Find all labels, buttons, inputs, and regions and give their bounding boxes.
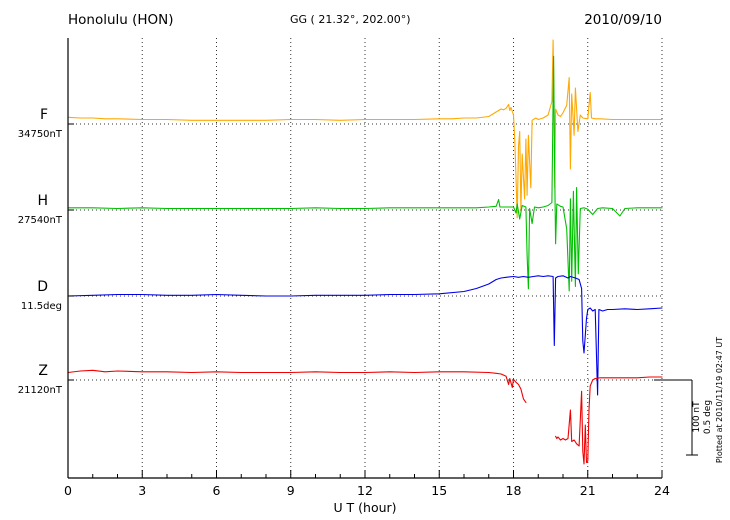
channel-labels: F 34750nT H 27540nT D 11.5deg Z 21120nT <box>18 107 63 396</box>
x-tick-label-9: 9 <box>287 483 295 498</box>
scale-label-deg: 0.5 deg <box>703 400 713 434</box>
x-axis-label: U T (hour) <box>333 500 396 515</box>
plot-date: 2010/09/10 <box>584 12 662 28</box>
channel-label-Z: Z <box>38 363 48 379</box>
trace-H <box>67 55 663 292</box>
grid-lines <box>68 38 663 478</box>
channel-label-H: H <box>37 193 48 209</box>
trace-lines <box>67 39 663 465</box>
channel-label-D: D <box>37 279 48 295</box>
x-tick-label-24: 24 <box>654 483 670 498</box>
trace-D <box>67 275 663 396</box>
channel-base-Z: 21120nT <box>18 385 63 396</box>
trace-Z <box>67 369 663 465</box>
x-tick-label-21: 21 <box>580 483 596 498</box>
axes: 0 3 6 9 12 15 18 21 24 <box>64 38 698 498</box>
x-tick-label-18: 18 <box>506 483 522 498</box>
plotted-at-note: Plotted at 2010/11/19 02:47 UT <box>715 337 724 463</box>
scale-label-nt: 100 nT <box>692 401 702 433</box>
x-tick-label-0: 0 <box>64 483 72 498</box>
channel-base-D: 11.5deg <box>21 301 62 312</box>
x-tick-label-15: 15 <box>431 483 447 498</box>
station-title: Honolulu (HON) <box>68 12 174 28</box>
x-tick-label-3: 3 <box>138 483 146 498</box>
geographic-coords: GG ( 21.32°, 202.00°) <box>290 13 411 26</box>
trace-F <box>67 39 663 219</box>
channel-base-H: 27540nT <box>18 215 63 226</box>
x-tick-label-12: 12 <box>357 483 373 498</box>
x-tick-label-6: 6 <box>213 483 221 498</box>
channel-label-F: F <box>40 107 48 123</box>
channel-base-F: 34750nT <box>18 129 63 140</box>
